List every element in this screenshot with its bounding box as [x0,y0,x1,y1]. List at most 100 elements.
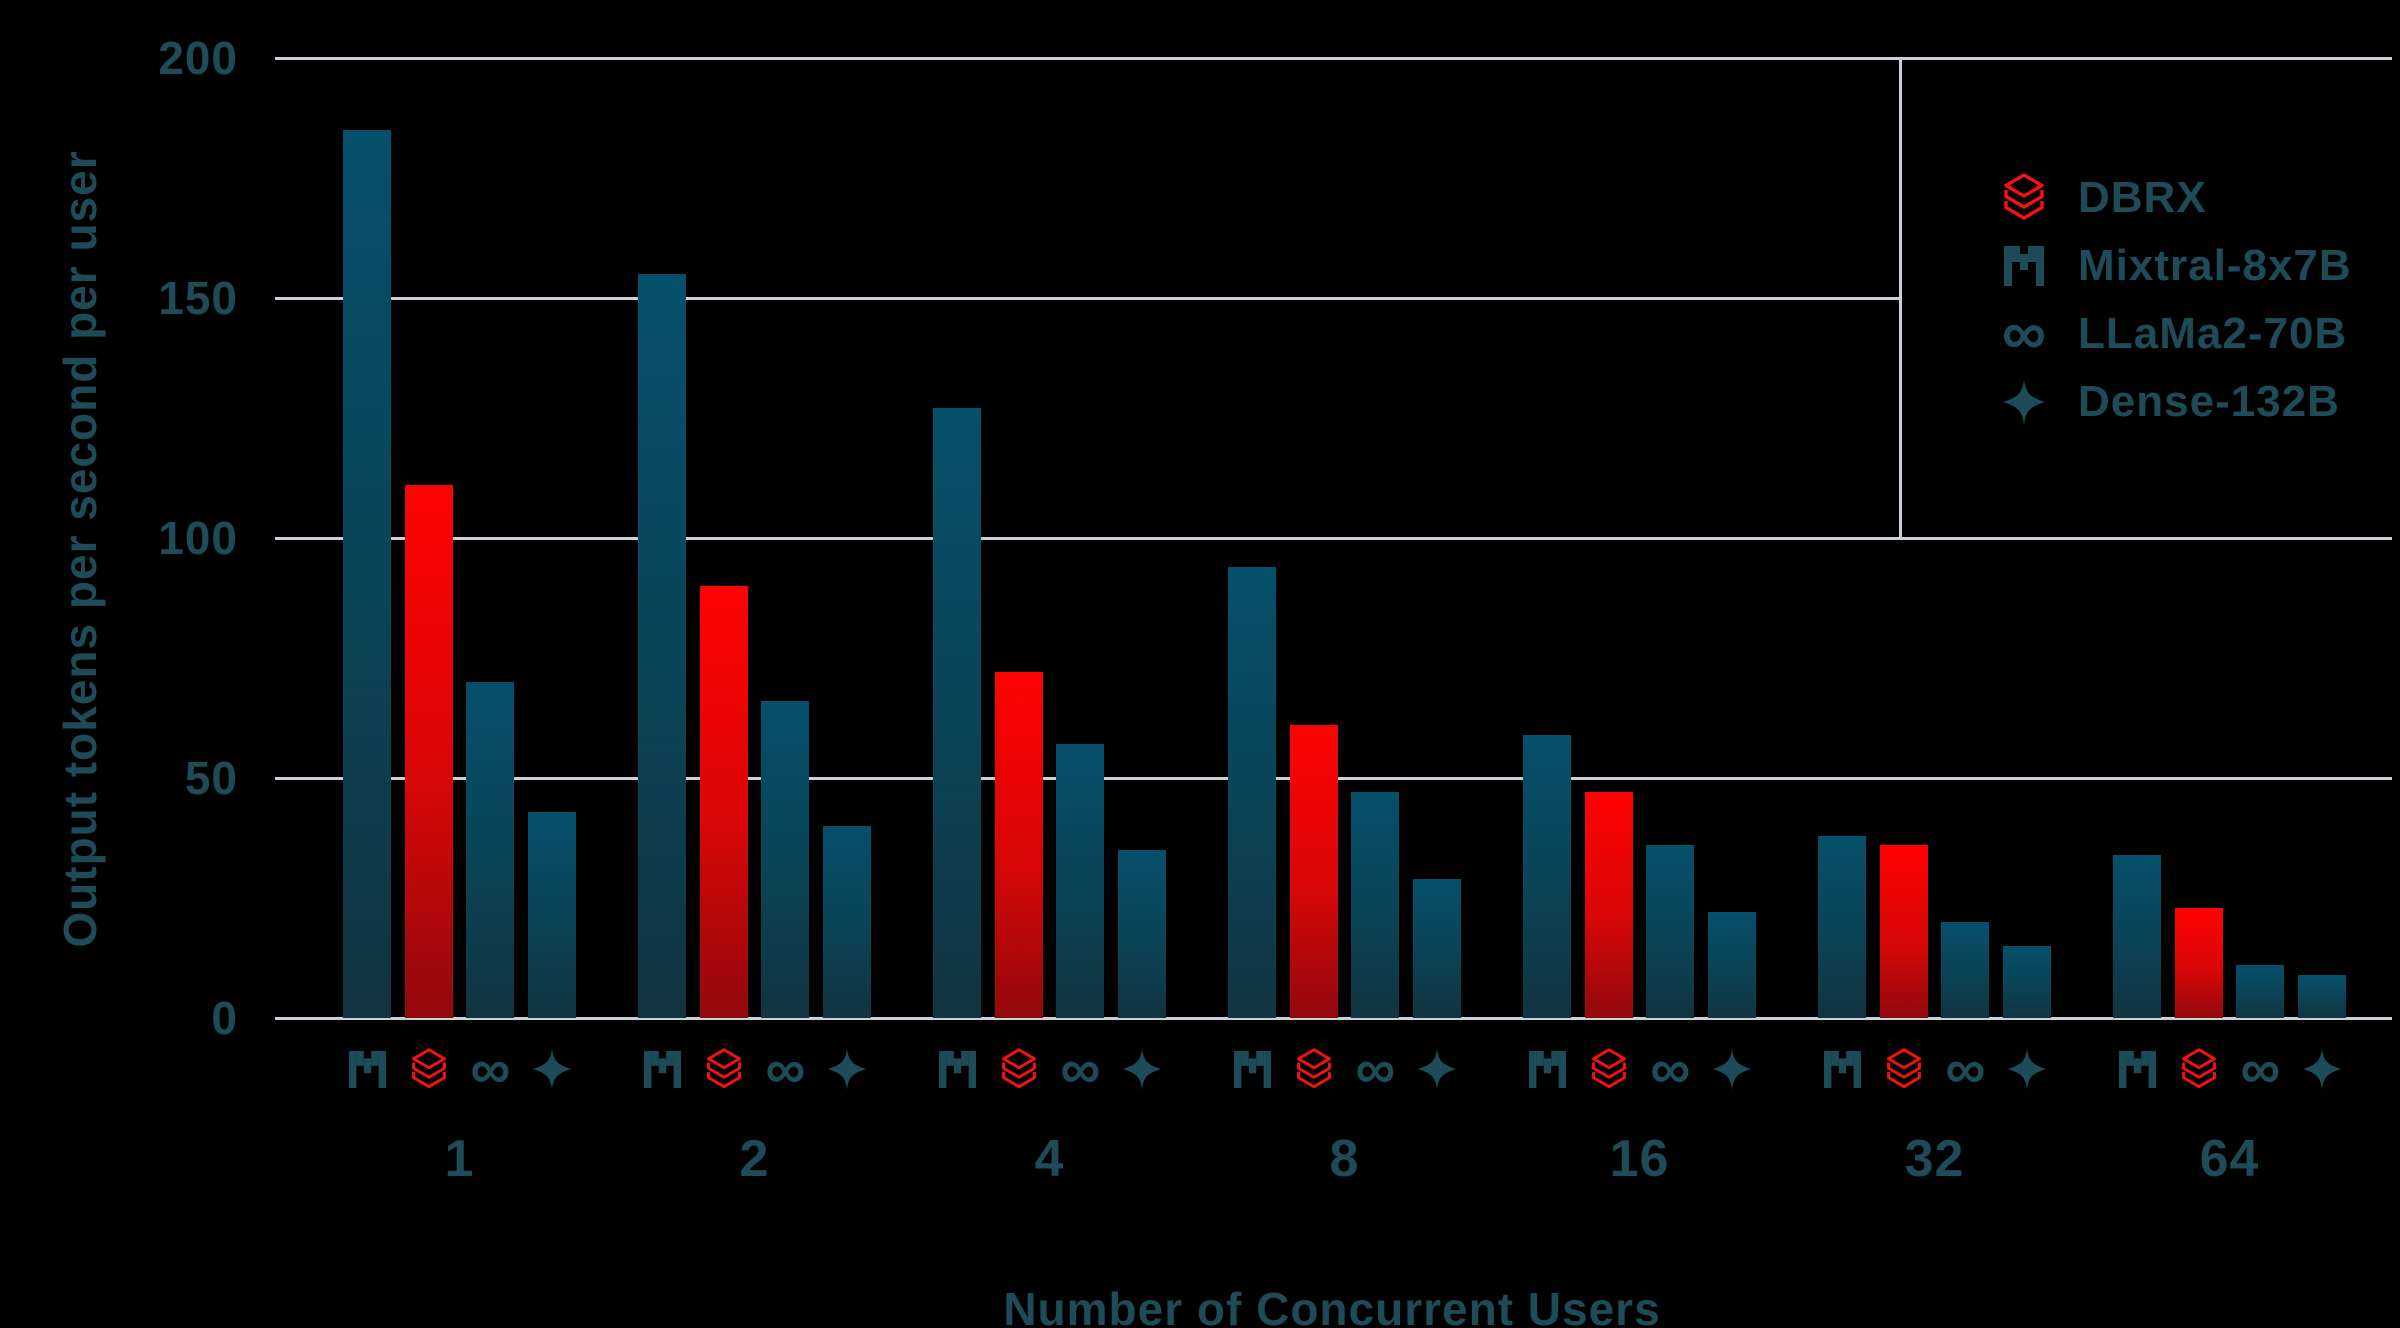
y-tick-label-200: 200 [158,32,238,84]
x-category-label-64: 64 [2199,1130,2260,1188]
legend-icon-wrap: ∞ [1992,303,2056,365]
sparkle-icon [532,1048,571,1090]
mistral-icon [938,1050,976,1088]
sparkle-icon [1712,1048,1751,1090]
x-category-label-8: 8 [1329,1130,1360,1188]
bar-icon-sparkle-icon-users-32 [1994,1036,2060,1102]
legend-label: LLaMa2-70B [2078,309,2348,358]
bar-mixtral-8x7b-users-4 [933,408,982,1018]
bar-icon-databricks-icon-users-16 [1576,1036,1642,1102]
x-category-label-16: 16 [1609,1130,1670,1188]
bar-mixtral-8x7b-users-16 [1523,734,1572,1018]
bar-icon-sparkle-icon-users-16 [1699,1036,1765,1102]
x-category-label-1: 1 [444,1130,475,1188]
mistral-icon [1823,1050,1861,1088]
bar-icon-mistral-icon-users-16 [1514,1036,1580,1102]
bar-icon-meta-infinity-icon-users-8: ∞ [1342,1036,1408,1102]
bar-icon-databricks-icon-users-1 [396,1036,462,1102]
bar-dbrx-users-2 [699,586,748,1018]
mistral-icon [1233,1050,1271,1088]
sparkle-icon [1122,1048,1161,1090]
mistral-icon [348,1050,386,1088]
bar-icon-mistral-icon-users-4 [924,1036,990,1102]
x-category-label-32: 32 [1904,1130,1965,1188]
legend-icon-wrap [1992,246,2056,286]
bar-dbrx-users-32 [1879,845,1928,1018]
bar-dbrx-users-4 [994,672,1043,1018]
bar-icon-databricks-icon-users-2 [691,1036,757,1102]
databricks-icon [411,1047,446,1088]
bar-icon-meta-infinity-icon-users-4: ∞ [1047,1036,1113,1102]
x-category-label-2: 2 [739,1130,770,1188]
bar-icon-meta-infinity-icon-users-64: ∞ [2227,1036,2293,1102]
bar-mixtral-8x7b-users-8 [1228,566,1277,1018]
mistral-icon [1528,1050,1566,1088]
databricks-icon [1001,1047,1036,1088]
meta-infinity-icon: ∞ [2001,299,2047,368]
bar-icon-meta-infinity-icon-users-32: ∞ [1932,1036,1998,1102]
bar-icon-meta-infinity-icon-users-2: ∞ [752,1036,818,1102]
bar-icon-mistral-icon-users-1 [334,1036,400,1102]
y-tick-label-150: 150 [158,272,238,324]
bar-llama2-70b-users-1 [466,682,515,1018]
meta-infinity-icon: ∞ [1060,1037,1101,1100]
bar-dense-132b-users-64 [2297,974,2346,1018]
bar-mixtral-8x7b-users-2 [638,274,687,1018]
gridline-100 [275,537,2392,540]
bar-llama2-70b-users-16 [1646,845,1695,1018]
x-axis-title: Number of Concurrent Users [1003,1283,1661,1328]
legend-item-llama2-70b: ∞ LLaMa2-70B [1992,302,2347,366]
bar-dbrx-users-64 [2174,907,2223,1018]
legend-border-line [1899,58,1902,538]
bar-icon-meta-infinity-icon-users-16: ∞ [1637,1036,1703,1102]
bar-llama2-70b-users-32 [1941,922,1990,1018]
mistral-icon [2004,246,2044,286]
legend-item-dense-132b: Dense-132B [1992,370,2340,434]
bar-icon-sparkle-icon-users-2 [814,1036,880,1102]
databricks-icon [1296,1047,1331,1088]
databricks-icon [706,1047,741,1088]
bar-icon-databricks-icon-users-4 [986,1036,1052,1102]
bar-llama2-70b-users-4 [1056,744,1105,1018]
y-tick-label-100: 100 [158,512,238,564]
bar-icon-sparkle-icon-users-64 [2289,1036,2355,1102]
bar-dense-132b-users-32 [2002,946,2051,1018]
sparkle-icon [827,1048,866,1090]
legend-item-mixtral-8x7b: Mixtral-8x7B [1992,234,2352,298]
y-tick-label-50: 50 [184,752,238,804]
databricks-icon [2181,1047,2216,1088]
legend-label: Mixtral-8x7B [2078,241,2352,290]
legend-label: Dense-132B [2078,377,2340,426]
bar-dense-132b-users-1 [527,811,576,1018]
meta-infinity-icon: ∞ [1945,1037,1986,1100]
databricks-icon [1886,1047,1921,1088]
bar-icon-meta-infinity-icon-users-1: ∞ [457,1036,523,1102]
bar-icon-mistral-icon-users-2 [629,1036,695,1102]
y-tick-label-0: 0 [211,992,238,1044]
gridline-150 [275,297,1899,300]
databricks-icon [1591,1047,1626,1088]
meta-infinity-icon: ∞ [765,1037,806,1100]
gridline-200 [275,57,2392,60]
bar-mixtral-8x7b-users-1 [343,130,392,1018]
bar-icon-mistral-icon-users-8 [1219,1036,1285,1102]
bar-dbrx-users-16 [1584,792,1633,1018]
meta-infinity-icon: ∞ [2240,1037,2281,1100]
bar-dense-132b-users-4 [1117,850,1166,1018]
sparkle-icon [1417,1048,1456,1090]
bar-mixtral-8x7b-users-64 [2113,854,2162,1018]
mistral-icon [643,1050,681,1088]
meta-infinity-icon: ∞ [1650,1037,1691,1100]
meta-infinity-icon: ∞ [470,1037,511,1100]
bar-icon-mistral-icon-users-32 [1809,1036,1875,1102]
bar-mixtral-8x7b-users-32 [1818,835,1867,1018]
legend-icon-wrap [1992,379,2056,425]
legend-label: DBRX [2078,173,2207,222]
bar-icon-sparkle-icon-users-8 [1404,1036,1470,1102]
bar-icon-mistral-icon-users-64 [2104,1036,2170,1102]
bar-dense-132b-users-2 [822,826,871,1018]
meta-infinity-icon: ∞ [1355,1037,1396,1100]
sparkle-icon [2007,1048,2046,1090]
bar-dbrx-users-8 [1289,725,1338,1018]
